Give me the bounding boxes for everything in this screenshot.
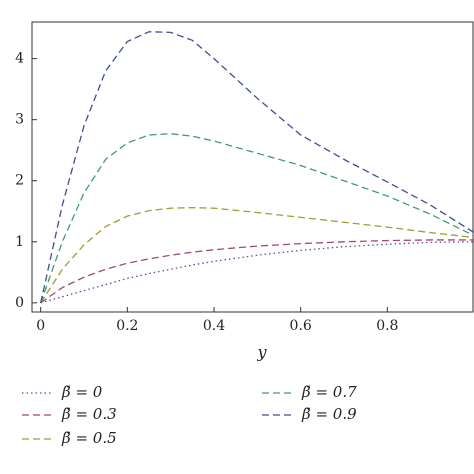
y-tick-label: 2 [15,173,24,189]
series-line [40,31,474,303]
legend-label: β̃ = 0.9 [301,405,357,423]
plot-frame [31,21,474,313]
series-line [40,241,474,304]
legend-label: β̃ = 0.5 [61,429,117,447]
x-tick-label: 0.4 [203,318,225,334]
y-tick-label: 4 [15,51,24,67]
x-tick-label: 0.2 [116,318,138,334]
y-tick-label: 3 [15,112,24,128]
x-tick-label: 0.6 [290,318,312,334]
series-line [40,133,474,304]
legend-label: β̃ = 0 [61,383,103,401]
y-tick-label: 0 [15,295,24,311]
legend-label: β̃ = 0.3 [61,405,117,423]
series-line [40,206,474,304]
x-axis-label: y [256,343,267,362]
y-tick-label: 1 [15,234,24,250]
series-line [40,239,474,304]
plot-area [40,31,474,304]
legend-label: β̃ = 0.7 [301,383,357,401]
x-tick-label: 0.8 [376,318,398,334]
x-tick-label: 0 [36,318,45,334]
